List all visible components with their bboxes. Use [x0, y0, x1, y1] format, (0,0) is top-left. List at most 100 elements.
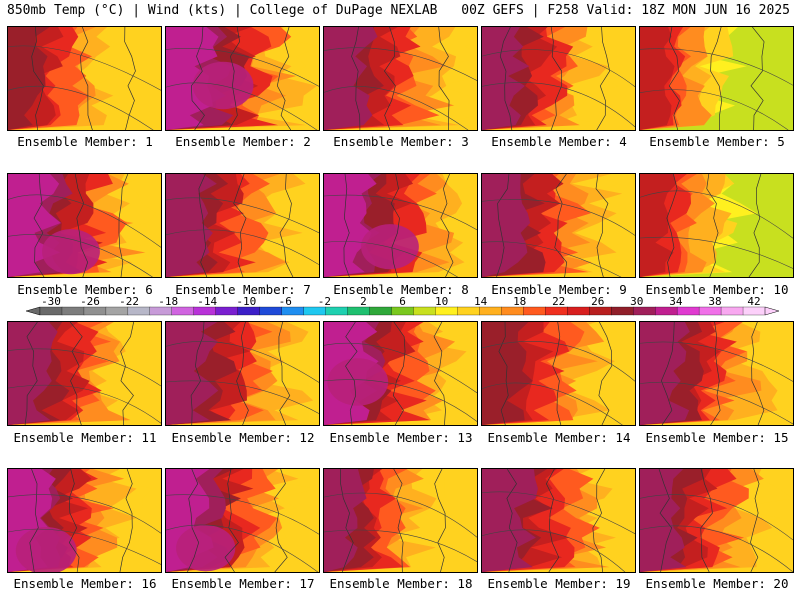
- ensemble-map-panel: [165, 468, 320, 573]
- temperature-contour-fill: [8, 27, 50, 130]
- boundary-line: [276, 27, 292, 130]
- boundary-line: [700, 469, 713, 572]
- boundary-line: [278, 322, 291, 425]
- colorbar-swatch: [303, 306, 327, 316]
- ensemble-member-label: Ensemble Member: 10: [645, 282, 789, 297]
- isotherm-line: [166, 48, 319, 87]
- colorbar-swatch: [589, 306, 612, 316]
- boundary-line: [438, 27, 450, 130]
- isotherm-line: [640, 48, 793, 86]
- boundary-line: [187, 469, 200, 572]
- colorbar-tick-label: 18: [513, 296, 526, 308]
- ensemble-member-label: Ensemble Member: 20: [645, 576, 789, 591]
- ensemble-map-panel: [165, 321, 320, 426]
- colorbar-tick-label: 22: [552, 296, 565, 308]
- temperature-map: [8, 27, 161, 130]
- temperature-contour-fill: [166, 322, 219, 425]
- boundary-line: [750, 469, 760, 572]
- temperature-map: [640, 174, 793, 277]
- temperature-contour-fill: [482, 174, 531, 277]
- temperature-contour-fill: [640, 469, 687, 572]
- colorbar-swatch: [237, 306, 261, 316]
- boundary-line: [658, 469, 673, 572]
- ensemble-member-label: Ensemble Member: 16: [13, 576, 157, 591]
- colorbar-swatch: [39, 306, 63, 316]
- boundary-line: [24, 322, 38, 425]
- ensemble-member-label: Ensemble Member: 12: [171, 430, 315, 445]
- boundary-line: [710, 27, 723, 130]
- colorbar-tick-label: -10: [236, 296, 256, 308]
- colorbar-tick-label: 34: [669, 296, 683, 308]
- ensemble-member-label: Ensemble Member: 14: [487, 430, 631, 445]
- temperature-map: [482, 27, 635, 130]
- isotherm-line: [482, 82, 635, 128]
- colorbar-swatch: [413, 306, 436, 316]
- boundary-line: [552, 322, 562, 425]
- boundary-line: [343, 174, 350, 277]
- boundary-line: [393, 469, 404, 572]
- temperature-contour-fill: [8, 322, 58, 425]
- temperature-colorbar: -30 -26 -22 -18 -14 -10 -6 -2 2 6 10 14 18 22 26 30 34 38…: [25, 296, 780, 316]
- colorbar-swatch: [523, 306, 546, 316]
- ensemble-map-panel: [7, 173, 162, 278]
- temperature-map: [8, 469, 161, 572]
- boundary-line: [554, 174, 568, 277]
- model-run-info: 00Z GEFS | F258 Valid: 18Z MON JUN 16 20…: [461, 3, 790, 18]
- ensemble-map-panel: [481, 26, 636, 131]
- boundary-line: [118, 174, 129, 277]
- colorbar-tick-label: 30: [630, 296, 643, 308]
- boundary-line: [392, 322, 406, 425]
- temperature-map: [482, 174, 635, 277]
- boundary-line: [31, 27, 44, 130]
- isotherm-line: [8, 348, 161, 387]
- ensemble-member-label: Ensemble Member: 15: [645, 430, 789, 445]
- temperature-map: [166, 174, 319, 277]
- isotherm-line: [640, 525, 793, 572]
- colorbar-swatch: [215, 306, 239, 316]
- colorbar-swatch: [545, 306, 568, 316]
- colorbar-swatch: [567, 306, 590, 316]
- colorbar-tick-label: 2: [360, 296, 367, 308]
- temperature-map: [324, 174, 477, 277]
- boundary-line: [434, 469, 446, 572]
- temperature-map: [640, 469, 793, 572]
- boundary-line: [345, 322, 358, 425]
- colorbar-swatch: [369, 306, 392, 316]
- boundary-line: [506, 469, 518, 572]
- colorbar-swatch: [633, 306, 656, 316]
- boundary-line: [706, 174, 719, 277]
- boundary-line: [550, 27, 563, 130]
- boundary-line: [433, 322, 446, 425]
- isotherm-line: [166, 524, 319, 572]
- colorbar-tick-label: 10: [435, 296, 448, 308]
- boundary-line: [748, 174, 762, 277]
- colorbar-tick-label: -14: [197, 296, 217, 308]
- ensemble-member-label: Ensemble Member: 4: [491, 134, 627, 149]
- boundary-line: [390, 174, 400, 277]
- isotherm-line: [324, 86, 469, 130]
- boundary-line: [236, 322, 249, 425]
- isotherm-line: [166, 229, 319, 265]
- boundary-line: [74, 174, 89, 277]
- colorbar-left-arrow: [25, 306, 41, 316]
- isotherm-line: [8, 384, 161, 424]
- boundary-line: [198, 174, 208, 277]
- boundary-line: [191, 27, 205, 130]
- boundary-line: [351, 27, 361, 130]
- ensemble-member-label: Ensemble Member: 8: [333, 282, 469, 297]
- colorbar-swatch: [391, 306, 414, 316]
- colorbar-swatch: [435, 306, 458, 316]
- boundary-line: [666, 174, 678, 277]
- colorbar-tick-label: -18: [158, 296, 178, 308]
- temperature-map: [8, 174, 161, 277]
- temperature-map: [482, 322, 635, 425]
- ensemble-map-panel: [7, 468, 162, 573]
- isotherm-line: [324, 194, 477, 231]
- colorbar-swatch: [61, 306, 85, 316]
- isotherm-line: [8, 85, 154, 130]
- boundary-line: [598, 322, 613, 425]
- ensemble-map-panel: [639, 321, 794, 426]
- boundary-line: [279, 174, 294, 277]
- ensemble-member-label: Ensemble Member: 6: [17, 282, 153, 297]
- ensemble-member-label: Ensemble Member: 1: [17, 134, 153, 149]
